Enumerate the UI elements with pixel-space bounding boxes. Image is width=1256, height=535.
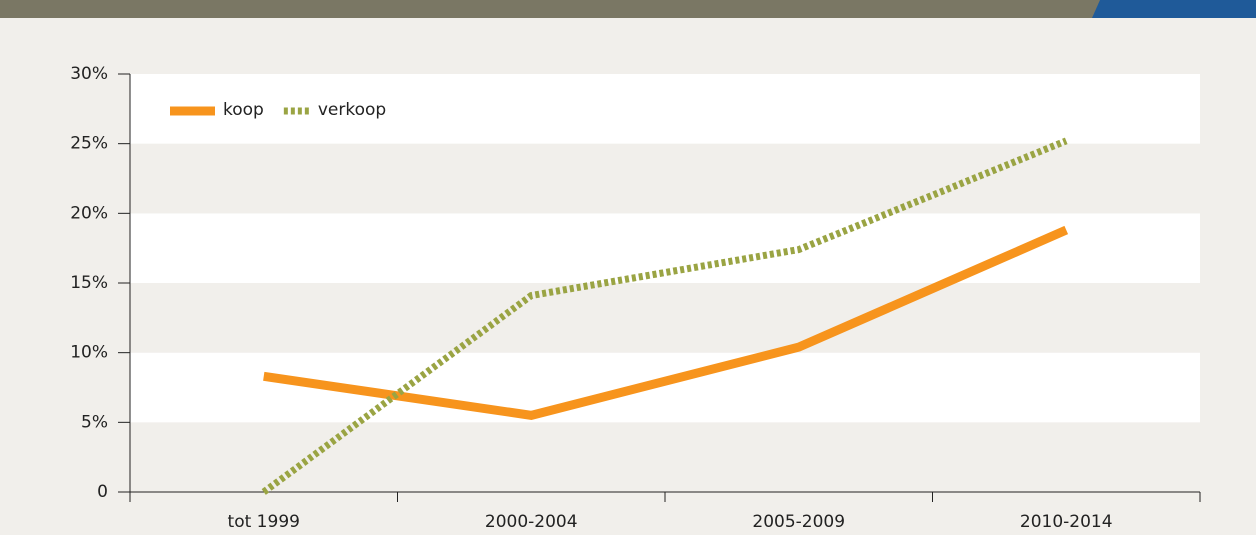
grid-band: [130, 74, 1200, 144]
header-corner: [1092, 0, 1256, 18]
grid-band: [130, 143, 1200, 214]
y-tick-label: 25%: [70, 134, 108, 154]
grid-band: [130, 213, 1200, 283]
y-tick-label: 15%: [70, 273, 108, 293]
y-tick-label: 0: [97, 482, 108, 502]
x-tick-label: 2000-2004: [485, 512, 578, 532]
legend-label: verkoop: [318, 100, 386, 120]
y-tick-label: 30%: [70, 64, 108, 84]
header-band: [0, 0, 1256, 18]
grid-band: [130, 422, 1200, 492]
x-tick-label: 2005-2009: [752, 512, 845, 532]
x-tick-label: 2010-2014: [1020, 512, 1113, 532]
y-tick-label: 10%: [70, 343, 108, 363]
grid-band: [130, 283, 1200, 353]
legend-label: koop: [223, 100, 264, 120]
x-tick-label: tot 1999: [228, 512, 300, 532]
y-tick-label: 20%: [70, 203, 108, 223]
grid-band: [130, 352, 1200, 423]
y-tick-label: 5%: [81, 412, 108, 432]
